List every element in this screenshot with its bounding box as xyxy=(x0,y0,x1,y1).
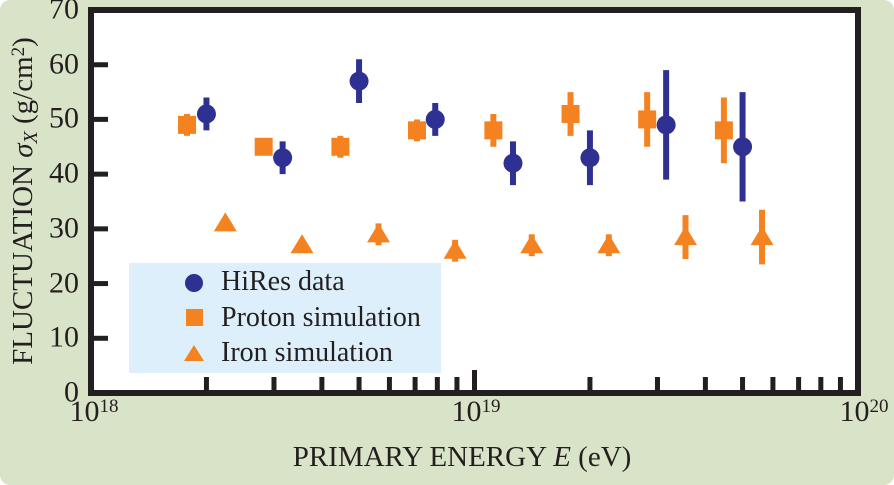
data-point-circle xyxy=(580,148,600,168)
x-tick-exponent: 19 xyxy=(481,396,501,417)
x-tick-label-1e18: 1018 xyxy=(70,397,119,427)
data-point-triangle xyxy=(443,239,467,259)
energy-variable: E xyxy=(553,441,571,473)
y-axis-title-text: FLUCTUATION xyxy=(7,157,39,365)
data-point-circle xyxy=(425,109,445,129)
data-point-square xyxy=(331,137,350,156)
x-tick-base: 10 xyxy=(69,395,100,428)
legend-item-hires: HiRes data xyxy=(129,266,441,298)
y-tick-label: 0 xyxy=(64,375,79,409)
sigma-subscript: X xyxy=(20,131,42,144)
legend-item-iron: Iron simulation xyxy=(129,336,441,369)
sigma-symbol: σ xyxy=(7,143,39,158)
data-point-circle xyxy=(656,115,676,135)
y-tick-label: 40 xyxy=(49,156,79,190)
x-tick-exponent: 20 xyxy=(869,396,889,417)
y-tick-label: 20 xyxy=(49,265,79,299)
data-point-square xyxy=(714,121,733,140)
y-tick-label: 30 xyxy=(49,211,79,245)
legend-label-proton: Proton simulation xyxy=(221,301,421,333)
y-tick-label: 60 xyxy=(49,47,79,81)
x-tick-exponent: 18 xyxy=(99,396,119,417)
proton-square-icon xyxy=(185,309,203,327)
legend-marker-cell xyxy=(181,273,207,292)
data-point-circle xyxy=(733,137,753,157)
data-point-triangle xyxy=(674,226,698,246)
plot-frame xyxy=(88,7,861,396)
data-point-square xyxy=(561,104,580,123)
data-point-circle xyxy=(349,71,369,91)
data-point-square xyxy=(407,121,426,140)
data-point-triangle xyxy=(750,226,774,246)
data-point-circle xyxy=(196,104,216,124)
legend-label-hires: HiRes data xyxy=(221,266,345,298)
data-point-square xyxy=(254,137,273,156)
y-tick-label: 70 xyxy=(49,0,79,26)
data-point-triangle xyxy=(290,234,314,254)
data-point-triangle xyxy=(520,234,544,254)
y-axis-unit-open: (g/cm xyxy=(7,56,39,132)
y-axis-unit-exponent: 2 xyxy=(8,46,29,57)
iron-triangle-icon xyxy=(184,345,204,362)
legend: HiRes data Proton simulation Iron simula… xyxy=(129,263,441,373)
x-tick-base: 10 xyxy=(839,395,870,428)
y-tick-label: 10 xyxy=(49,320,79,354)
y-axis-title: FLUCTUATION σX (g/cm2) xyxy=(7,37,43,365)
x-axis-title-text: PRIMARY ENERGY xyxy=(292,441,554,473)
legend-marker-cell xyxy=(181,345,207,362)
x-axis-unit: (eV) xyxy=(570,441,632,473)
x-tick-label-1e19: 1019 xyxy=(452,397,501,427)
y-tick-label: 50 xyxy=(49,101,79,135)
data-point-square xyxy=(638,110,657,129)
data-point-triangle xyxy=(213,212,237,232)
x-tick-base: 10 xyxy=(451,395,482,428)
hires-circle-icon xyxy=(185,273,203,292)
data-point-square xyxy=(484,121,503,140)
legend-label-iron: Iron simulation xyxy=(221,336,393,368)
x-tick-label-1e20: 1020 xyxy=(840,397,889,427)
x-axis-title: PRIMARY ENERGY E (eV) xyxy=(293,441,632,474)
data-point-triangle xyxy=(367,223,391,243)
data-point-triangle xyxy=(597,234,621,254)
legend-item-proton: Proton simulation xyxy=(129,301,441,334)
data-point-square xyxy=(178,115,197,134)
data-point-circle xyxy=(273,148,293,168)
data-point-circle xyxy=(503,153,523,173)
y-axis-unit-close: ) xyxy=(7,37,39,47)
legend-marker-cell xyxy=(181,309,207,327)
